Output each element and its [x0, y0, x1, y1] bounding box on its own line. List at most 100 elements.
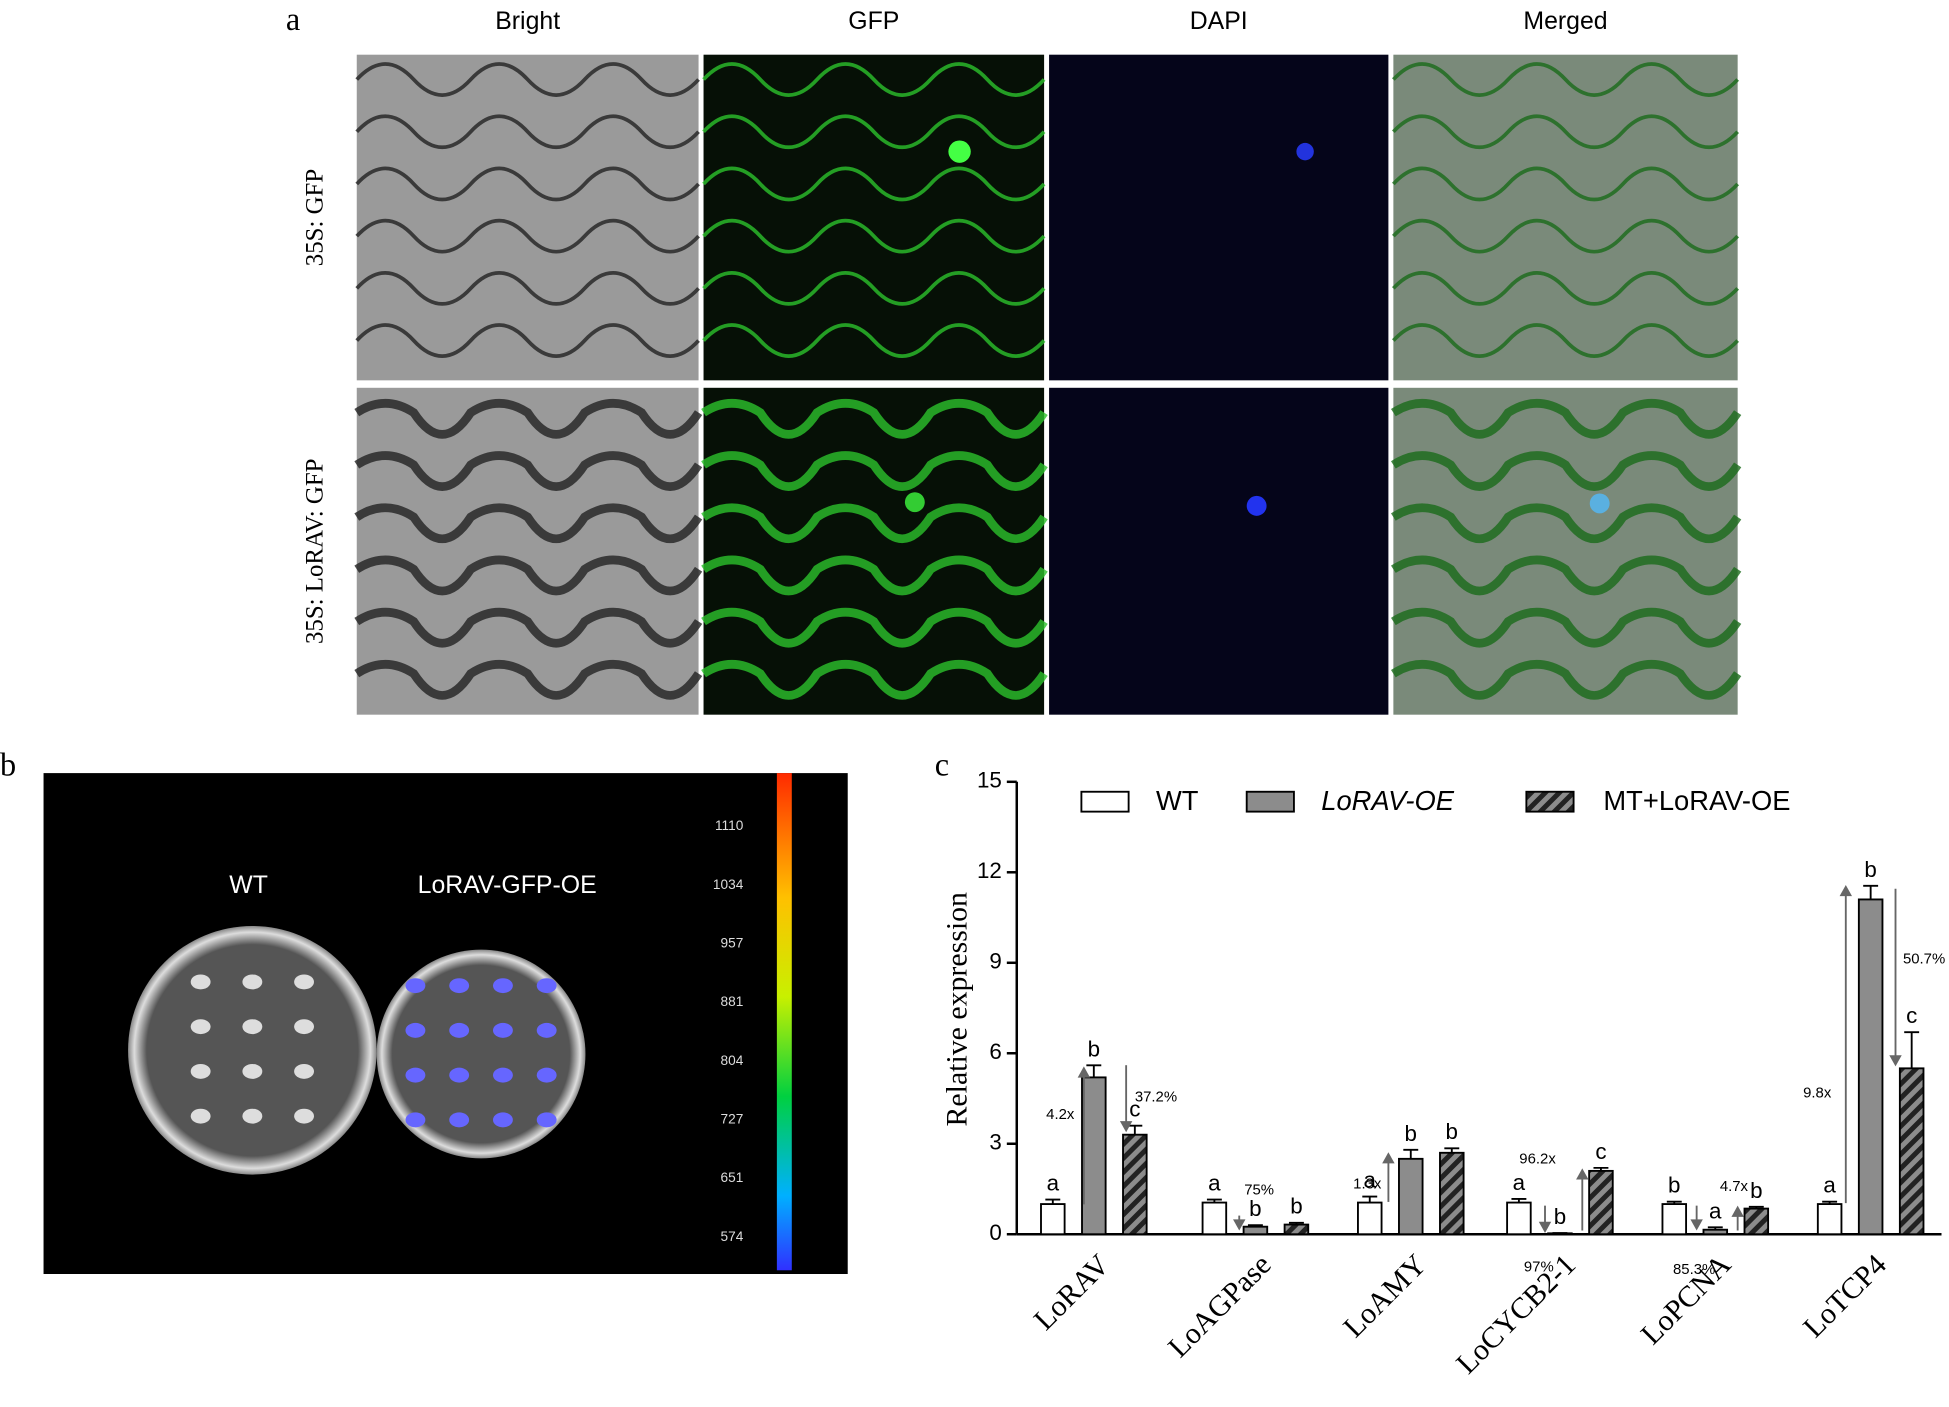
bar [1242, 1225, 1269, 1236]
y-tick-label: 15 [977, 768, 1002, 793]
cell-wall [701, 555, 1048, 596]
arrow-head [1233, 1219, 1246, 1231]
plate [376, 949, 586, 1159]
tissue-spot [536, 1067, 557, 1083]
arrow-head [1690, 1219, 1703, 1231]
y-tick-label: 6 [989, 1039, 1001, 1064]
fold-change-label: 85.3% [1673, 1262, 1715, 1278]
y-tick-label: 0 [989, 1220, 1001, 1245]
x-tick-label: LoTCP4 [1797, 1248, 1893, 1344]
nucleus [1589, 493, 1610, 514]
legend-swatch [1525, 790, 1575, 813]
error-bar [1444, 1147, 1460, 1153]
bar [1081, 1076, 1107, 1236]
cell-wall [354, 607, 703, 648]
bar [1816, 1203, 1843, 1236]
significance-letter: a [1823, 1173, 1836, 1198]
y-axis-label: Relative expression [940, 892, 973, 1127]
plate [128, 925, 377, 1175]
cell-wall [1390, 451, 1742, 491]
fold-change-label: 50.7% [1903, 951, 1945, 967]
tissue-spot [405, 978, 426, 994]
cell-wall [355, 114, 700, 149]
plate-spots [190, 974, 557, 1128]
bar [1439, 1151, 1465, 1236]
colorbar-tick-label: 957 [721, 935, 744, 950]
colorbar-tick-label: 804 [721, 1053, 744, 1068]
significance-letter: b [1668, 1173, 1680, 1198]
error-bar [1127, 1124, 1143, 1135]
arrow-head [1382, 1152, 1395, 1164]
bar [1283, 1223, 1310, 1236]
bar [1857, 898, 1884, 1236]
legend-swatch [1080, 790, 1130, 813]
colorbar-tick-label: 1110 [715, 818, 744, 833]
tissue-spot [449, 1067, 470, 1083]
cell-wall [355, 271, 700, 306]
significance-letter: b [1249, 1196, 1261, 1221]
tissue-spot [536, 1022, 557, 1038]
cell-wall [354, 660, 703, 700]
row-label: 35S: GFP [302, 169, 329, 266]
significance-letter: b [1864, 857, 1876, 882]
legend-swatch [1245, 790, 1295, 813]
legend-label: LoRAV-OE [1321, 785, 1454, 816]
cell-wall [355, 166, 700, 202]
arrow-head [1538, 1221, 1552, 1233]
error-bar [1593, 1166, 1609, 1171]
error-bar [1511, 1198, 1527, 1203]
significance-letter: a [1513, 1170, 1526, 1195]
error-bar [1362, 1195, 1378, 1203]
bar [1898, 1067, 1925, 1236]
tissue-spot [242, 1019, 263, 1035]
cell-wall [1391, 218, 1740, 254]
panel-letter: a [286, 1, 300, 37]
error-bar [1288, 1221, 1304, 1225]
arrow-head [1576, 1168, 1589, 1180]
row-label: 35S: LoRAV: GFP [302, 459, 329, 644]
column-header: Bright [495, 8, 560, 35]
error-bar [1403, 1148, 1419, 1159]
bar [1040, 1203, 1066, 1236]
tissue-spot [242, 1063, 263, 1079]
significance-letter: b [1750, 1178, 1762, 1203]
significance-letter: a [1364, 1168, 1377, 1193]
tissue-spot [492, 1112, 513, 1128]
arrow-head [1077, 1066, 1091, 1078]
cell-wall [702, 271, 1046, 306]
tissue-spot [294, 974, 315, 990]
cell-wall [1391, 166, 1740, 202]
cell-wall [1390, 399, 1742, 439]
error-bar [1707, 1226, 1723, 1230]
error-bar [1045, 1198, 1061, 1205]
cell-wall [355, 323, 700, 358]
significance-letter: b [1088, 1036, 1100, 1061]
x-tick-label: LoAMY [1337, 1248, 1433, 1344]
x-tick-label: LoCYCB2-1 [1450, 1248, 1582, 1380]
column-header: DAPI [1190, 8, 1248, 35]
cell-wall [354, 451, 703, 491]
arrow-head [1731, 1205, 1744, 1217]
cell-wall [1391, 114, 1740, 149]
error-bar [1748, 1205, 1764, 1209]
error-bar [1904, 1031, 1920, 1069]
significance-letter: a [1709, 1198, 1722, 1223]
micrograph [356, 387, 699, 715]
legend-label: WT [1156, 785, 1199, 816]
cell-wall [355, 62, 700, 97]
colorbar-tick-label: 881 [721, 994, 744, 1009]
legend-label: MT+LoRAV-OE [1603, 785, 1790, 816]
panel-letter: b [0, 747, 16, 783]
tissue-spot [405, 1112, 426, 1128]
cell-wall [701, 660, 1048, 700]
cell-wall [1390, 503, 1742, 544]
y-tick-label: 3 [989, 1130, 1001, 1155]
tissue-spot [242, 974, 263, 990]
tissue-spot [536, 1112, 557, 1128]
y-tick-label: 12 [977, 858, 1002, 883]
arrow-head [1839, 884, 1853, 897]
cell-wall [702, 218, 1046, 254]
x-tick-label: LoAGPase [1162, 1248, 1278, 1364]
panel-letter: c [935, 747, 949, 783]
error-bar [1086, 1064, 1102, 1078]
